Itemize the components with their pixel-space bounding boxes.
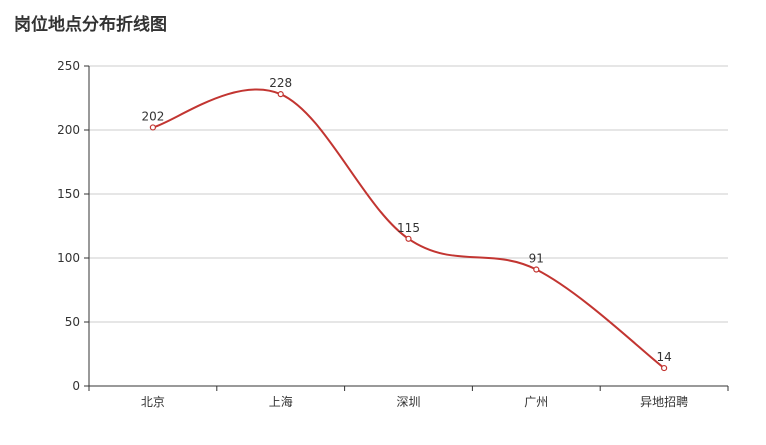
grid-lines xyxy=(89,65,728,323)
data-point[interactable] xyxy=(149,124,156,131)
data-point[interactable] xyxy=(277,91,284,98)
y-tick-label: 50 xyxy=(65,315,80,329)
data-label: 14 xyxy=(656,350,671,364)
data-label: 202 xyxy=(141,109,164,123)
data-labels: 202 228 115 91 14 xyxy=(141,76,671,364)
y-tick-label: 200 xyxy=(57,123,80,137)
chart-title: 岗位地点分布折线图 xyxy=(14,15,167,35)
data-point[interactable] xyxy=(533,266,540,273)
x-tick-label: 异地招聘 xyxy=(640,395,688,409)
data-label: 115 xyxy=(397,221,420,235)
x-tick-label: 上海 xyxy=(269,394,293,409)
data-label: 228 xyxy=(269,76,292,90)
y-tick-labels: 0 50 100 150 200 250 xyxy=(57,59,80,393)
y-tick-label: 250 xyxy=(57,59,80,73)
data-point[interactable] xyxy=(405,235,412,242)
data-point[interactable] xyxy=(660,364,668,372)
x-tick-label: 北京 xyxy=(141,395,165,409)
y-tick-label: 0 xyxy=(72,379,80,393)
y-tick-label: 100 xyxy=(57,251,80,265)
x-tick-label: 深圳 xyxy=(396,395,420,409)
data-points xyxy=(149,91,668,372)
x-tick-label: 广州 xyxy=(524,395,548,409)
y-tick-label: 150 xyxy=(57,187,80,201)
data-label: 91 xyxy=(529,252,544,266)
axes xyxy=(84,65,729,391)
x-tick-labels: 北京 上海 深圳 广州 异地招聘 xyxy=(141,394,688,409)
